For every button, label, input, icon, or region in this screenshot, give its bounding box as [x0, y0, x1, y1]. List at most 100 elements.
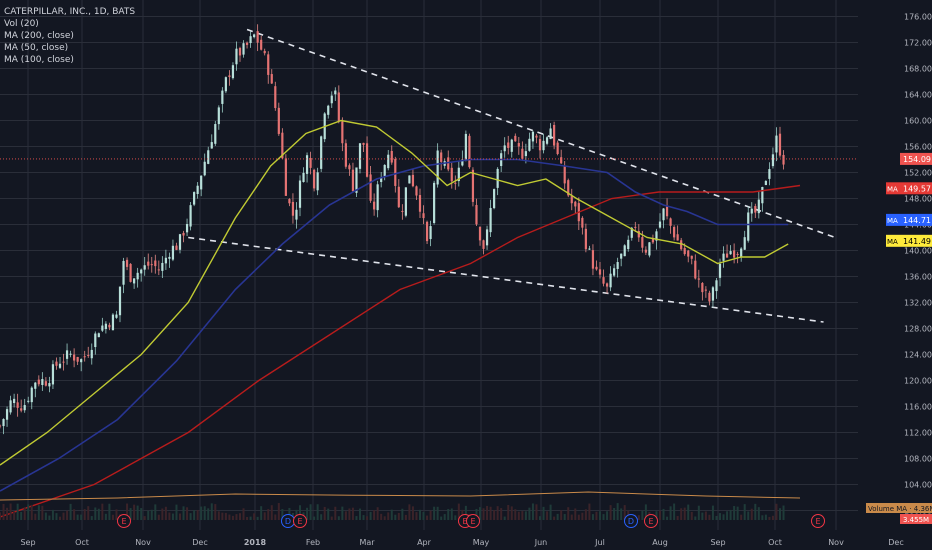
candle-body — [704, 289, 707, 291]
x-tick-label: Dec — [192, 538, 207, 547]
candle-body — [122, 260, 125, 285]
volume-bar — [711, 505, 714, 520]
volume-bar — [454, 515, 457, 520]
candle-body — [256, 31, 259, 43]
candle-body — [475, 204, 478, 225]
y-tick-label: 176.00 — [904, 13, 932, 22]
candle-body — [697, 278, 700, 280]
volume-bar — [270, 505, 273, 520]
volume-bar — [659, 510, 661, 520]
y-axis[interactable]: 176.00 172.00 168.00 164.00 160.00 156.00 152.… — [858, 0, 932, 550]
volume-bar — [313, 516, 316, 520]
candle-body — [433, 182, 436, 223]
y-axis-bg — [858, 0, 932, 550]
volume-bar — [157, 514, 160, 520]
candle-body — [221, 90, 224, 104]
volume-bar — [344, 511, 347, 520]
volume-bar — [666, 516, 669, 520]
candle-body — [80, 359, 83, 363]
candle-body — [750, 208, 753, 214]
candle-body — [418, 195, 422, 212]
chart-title: CATERPILLAR, INC., 1D, BATS — [4, 7, 136, 17]
volume-bar — [23, 507, 26, 520]
volume-bar — [253, 513, 256, 520]
ma-series — [0, 119, 858, 518]
volume-bar — [362, 515, 365, 520]
volume-bar — [546, 511, 549, 520]
candle-body — [214, 124, 217, 144]
candle-body — [224, 77, 227, 92]
candle-body — [394, 159, 397, 186]
volume-bar — [644, 504, 647, 520]
volume-bar — [147, 510, 150, 520]
candle-body — [397, 186, 400, 208]
volume-bar — [655, 511, 658, 520]
candle-body — [203, 161, 206, 176]
candle-body — [260, 39, 263, 50]
indicator-ma200[interactable]: MA (200, close) — [4, 31, 74, 41]
candle-body — [729, 251, 732, 255]
candle-body — [23, 405, 26, 411]
candle-body — [609, 273, 612, 288]
candle-body — [73, 354, 76, 361]
indicator-vol[interactable]: Vol (20) — [4, 19, 39, 29]
y-tick-label: 132.00 — [904, 299, 932, 308]
candle-body — [690, 255, 693, 259]
candle-body — [669, 218, 672, 226]
candle-body — [348, 165, 351, 170]
last-price-label-bg — [900, 152, 932, 165]
event-letter: E — [648, 517, 653, 526]
volume-ma-bg — [866, 503, 932, 513]
candle-body — [584, 228, 587, 250]
volume-bar — [203, 506, 206, 520]
candle-body — [341, 121, 344, 144]
ma-red-label-name-bg — [886, 182, 900, 195]
candle-body — [168, 256, 171, 259]
volume-bar — [334, 506, 337, 520]
candle-body — [387, 154, 390, 169]
candle-body — [253, 34, 256, 38]
volume-bar — [457, 503, 460, 520]
volume-bar — [422, 511, 425, 520]
candle-body — [613, 268, 616, 276]
x-axis[interactable]: Sep Oct Nov Dec 2018 Feb Mar Apr May Jun Jul Aug Sep… — [0, 532, 932, 550]
volume-bar — [373, 510, 376, 520]
candle-body — [249, 36, 252, 44]
volume-bar — [768, 516, 771, 520]
volume-bar — [595, 511, 598, 520]
volume-bar — [641, 510, 644, 520]
candle-body — [344, 143, 347, 167]
volume-bar — [704, 511, 707, 520]
candle-body — [277, 107, 280, 134]
volume-bar — [394, 514, 397, 520]
candle-body — [637, 231, 640, 238]
trendlines[interactable] — [188, 28, 836, 323]
x-tick-label: Apr — [417, 538, 432, 547]
candle-body — [298, 180, 302, 208]
volume-ma-line — [0, 491, 801, 501]
volume-bar — [27, 504, 30, 520]
indicator-ma50[interactable]: MA (50, close) — [4, 43, 69, 53]
indicator-ma100[interactable]: MA (100, close) — [4, 55, 74, 65]
candle-body — [655, 231, 658, 241]
candle-body — [316, 172, 319, 191]
candle-body — [37, 379, 40, 385]
event-marker — [117, 514, 131, 528]
volume-bar — [524, 511, 527, 520]
volume-bar — [260, 506, 263, 520]
candle-body — [351, 169, 355, 192]
candle-body — [457, 167, 460, 182]
candle-body — [147, 261, 150, 266]
candle-body — [13, 398, 16, 404]
volume-bar — [447, 509, 450, 520]
volume-bar — [341, 506, 344, 520]
volume-bar — [193, 510, 196, 520]
volume-bar — [217, 511, 220, 520]
event-marker — [624, 514, 638, 528]
trendline-upper — [246, 28, 836, 239]
candle-body — [171, 245, 175, 260]
candle-body — [680, 240, 683, 250]
candle-body — [34, 382, 37, 389]
candle-body — [517, 143, 520, 147]
volume-bar — [2, 503, 5, 520]
